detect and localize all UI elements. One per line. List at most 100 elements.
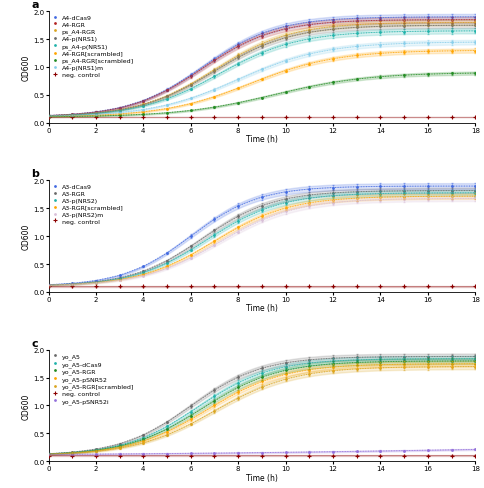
yo_A5-RGR: [258, 374, 264, 380]
X-axis label: Time (h): Time (h): [245, 473, 277, 482]
A4-p(NRS1)m: [448, 41, 454, 46]
yo_A5-RGR[scrambled]: [140, 440, 146, 446]
A4-p(NRS1)m: [93, 112, 99, 118]
A4-RGR: [211, 59, 217, 64]
ps_A4-RGR[scrambled]: [235, 101, 241, 106]
yo_A5-RGR: [330, 361, 335, 367]
neg. control: [353, 284, 359, 289]
A4-RGR[scrambled]: [164, 106, 169, 112]
ps_A4-RGR[scrambled]: [282, 90, 288, 96]
yo_A5-pSNR52: [164, 429, 169, 435]
yo_A5-RGR: [377, 359, 382, 365]
A3-RGR[scrambled]: [164, 264, 169, 270]
A4-p(NRS1)m: [140, 107, 146, 113]
ps_A4-RGR: [448, 20, 454, 26]
ps_A4-RGR: [400, 21, 406, 27]
yo_A5-dCas9: [448, 356, 454, 362]
A3-p(NRS2): [164, 261, 169, 266]
A4-dCas9: [235, 42, 241, 48]
A4-RGR[scrambled]: [471, 48, 477, 54]
A4-dCas9: [306, 20, 312, 26]
A3-dCas9: [306, 187, 312, 193]
A3-dCas9: [187, 234, 193, 240]
A3-p(NRS2)m: [400, 197, 406, 203]
ps_A4-p(NRS1): [211, 74, 217, 80]
yo_A5-dCas9: [400, 356, 406, 362]
yo_A5-pSNR52i: [471, 447, 477, 452]
Line: yo_A5-RGR: yo_A5-RGR: [47, 360, 476, 455]
A3-RGR: [424, 188, 430, 194]
neg. control: [69, 284, 75, 289]
A3-p(NRS2): [471, 190, 477, 196]
A4-p(NRS1)m: [330, 47, 335, 53]
ps_A4-RGR: [353, 22, 359, 28]
A3-RGR: [211, 228, 217, 234]
yo_A5-dCas9: [164, 424, 169, 429]
yo_A5-dCas9: [258, 370, 264, 376]
neg. control: [377, 115, 382, 121]
ps_A4-RGR[scrambled]: [164, 111, 169, 117]
neg. control: [400, 115, 406, 121]
ps_A4-RGR: [45, 114, 51, 120]
A3-dCas9: [164, 250, 169, 256]
neg. control: [69, 453, 75, 459]
Line: A4-dCas9: A4-dCas9: [47, 17, 476, 118]
yo_A5-RGR: [164, 426, 169, 432]
yo_A5-RGR[scrambled]: [377, 365, 382, 371]
ps_A4-p(NRS1): [164, 97, 169, 102]
ps_A4-p(NRS1): [471, 29, 477, 35]
Text: a: a: [31, 0, 39, 10]
A3-p(NRS2)m: [258, 218, 264, 224]
A4-p(NRS1): [211, 69, 217, 75]
A3-p(NRS2): [187, 247, 193, 253]
neg. control: [93, 453, 99, 459]
A4-p(NRS1)m: [282, 59, 288, 64]
A3-p(NRS2)m: [93, 281, 99, 286]
A3-p(NRS2): [330, 193, 335, 199]
A3-p(NRS2)m: [330, 200, 335, 206]
ps_A4-p(NRS1): [306, 37, 312, 42]
neg. control: [164, 284, 169, 289]
A3-dCas9: [117, 273, 122, 279]
A4-p(NRS1)m: [471, 40, 477, 46]
A4-RGR[scrambled]: [448, 49, 454, 55]
neg. control: [211, 284, 217, 289]
Line: A3-RGR: A3-RGR: [47, 190, 476, 287]
yo_A5-RGR[scrambled]: [187, 421, 193, 427]
A4-dCas9: [282, 24, 288, 30]
ps_A4-RGR[scrambled]: [353, 77, 359, 83]
A4-RGR: [93, 110, 99, 116]
Line: neg. control: neg. control: [46, 115, 477, 120]
A4-p(NRS1)m: [69, 113, 75, 119]
A4-RGR: [424, 18, 430, 23]
neg. control: [282, 453, 288, 459]
A4-RGR: [377, 19, 382, 24]
A3-dCas9: [235, 203, 241, 209]
A3-dCas9: [448, 184, 454, 190]
A3-RGR: [187, 244, 193, 250]
A4-dCas9: [69, 112, 75, 118]
A4-p(NRS1): [424, 23, 430, 29]
A3-p(NRS2): [93, 280, 99, 285]
neg. control: [164, 453, 169, 459]
yo_A5: [164, 419, 169, 425]
A3-RGR: [377, 189, 382, 195]
yo_A5-dCas9: [377, 357, 382, 363]
A4-p(NRS1): [353, 25, 359, 31]
A3-RGR: [69, 282, 75, 287]
yo_A5-RGR: [140, 436, 146, 442]
neg. control: [187, 453, 193, 459]
ps_A4-RGR[scrambled]: [330, 81, 335, 86]
yo_A5-RGR: [424, 359, 430, 365]
neg. control: [306, 115, 312, 121]
A4-RGR[scrambled]: [330, 57, 335, 62]
neg. control: [471, 115, 477, 121]
A4-p(NRS1)m: [235, 77, 241, 83]
yo_A5-pSNR52: [306, 367, 312, 373]
A3-p(NRS2): [235, 219, 241, 224]
neg. control: [187, 115, 193, 121]
A3-p(NRS2)m: [69, 282, 75, 288]
ps_A4-p(NRS1): [235, 61, 241, 67]
Y-axis label: OD600: OD600: [21, 392, 30, 419]
yo_A5-RGR[scrambled]: [45, 451, 51, 457]
